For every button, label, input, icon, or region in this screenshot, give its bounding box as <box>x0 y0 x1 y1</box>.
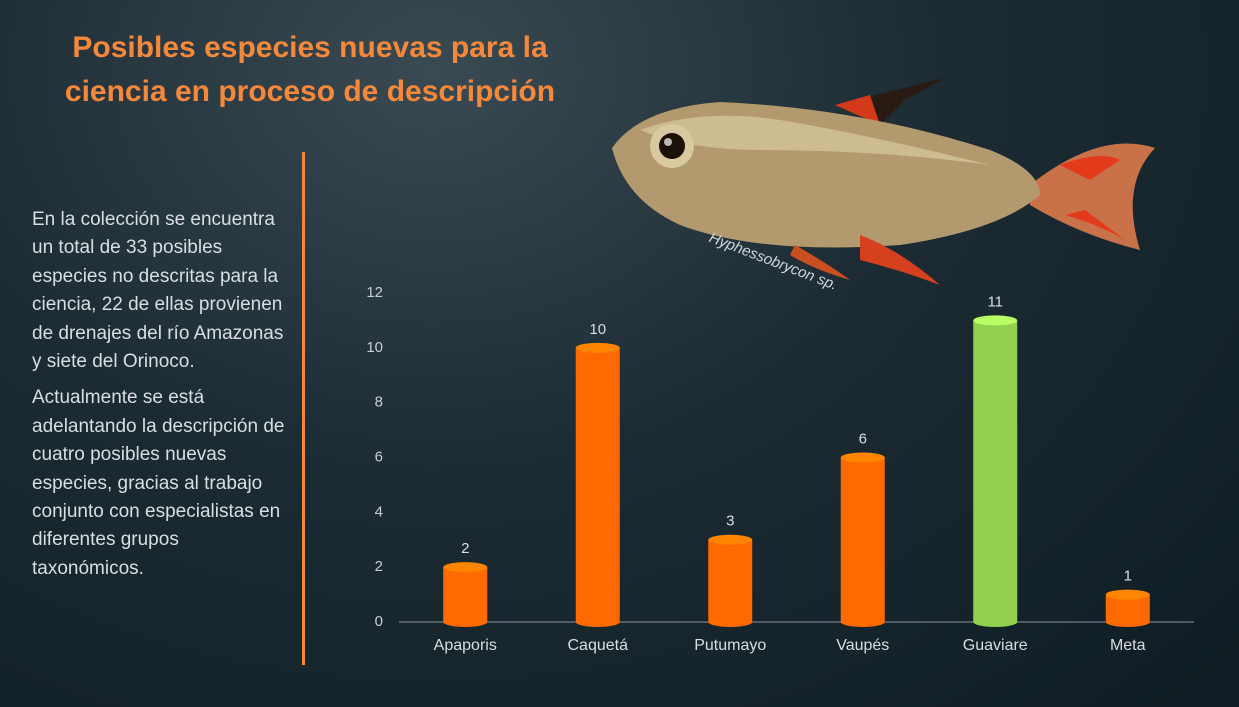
divider <box>302 152 305 665</box>
y-tick-label: 2 <box>375 558 383 575</box>
y-tick-label: 4 <box>375 503 383 520</box>
paragraph: En la colección se encuentra un total de… <box>32 209 284 373</box>
bar <box>840 457 885 622</box>
value-label: 1 <box>1124 568 1132 585</box>
bar-cap <box>443 562 488 573</box>
bar-cap <box>1105 589 1150 600</box>
value-label: 6 <box>859 430 867 447</box>
bar <box>575 347 620 622</box>
y-tick-label: 12 <box>366 284 383 301</box>
bar-cap <box>840 452 885 463</box>
bar-cap <box>575 342 620 353</box>
fish-image <box>612 78 1155 285</box>
bar-cap <box>973 315 1018 326</box>
x-tick-label: Guaviare <box>963 637 1028 654</box>
value-label: 2 <box>461 540 469 557</box>
x-tick-label: Putumayo <box>694 637 766 654</box>
x-tick-label: Meta <box>1110 637 1146 654</box>
paragraph: Actualmente se está adelantando la descr… <box>32 387 285 579</box>
value-label: 3 <box>726 513 734 530</box>
y-tick-label: 6 <box>375 448 383 465</box>
x-tick-label: Caquetá <box>568 637 629 654</box>
value-label: 10 <box>589 321 606 338</box>
value-label: 11 <box>987 293 1003 310</box>
bar <box>708 539 753 622</box>
y-tick-label: 8 <box>375 394 383 411</box>
body-text: En la colección se encuentra un total de… <box>32 206 290 591</box>
bar-cap <box>708 534 753 545</box>
x-tick-label: Apaporis <box>434 637 497 654</box>
bar <box>973 320 1018 622</box>
x-tick-label: Vaupés <box>836 637 889 654</box>
y-tick-label: 10 <box>366 339 383 356</box>
slide-title: Posibles especies nuevas para la ciencia… <box>64 31 556 108</box>
y-tick-label: 0 <box>375 613 383 630</box>
bar <box>443 567 488 622</box>
